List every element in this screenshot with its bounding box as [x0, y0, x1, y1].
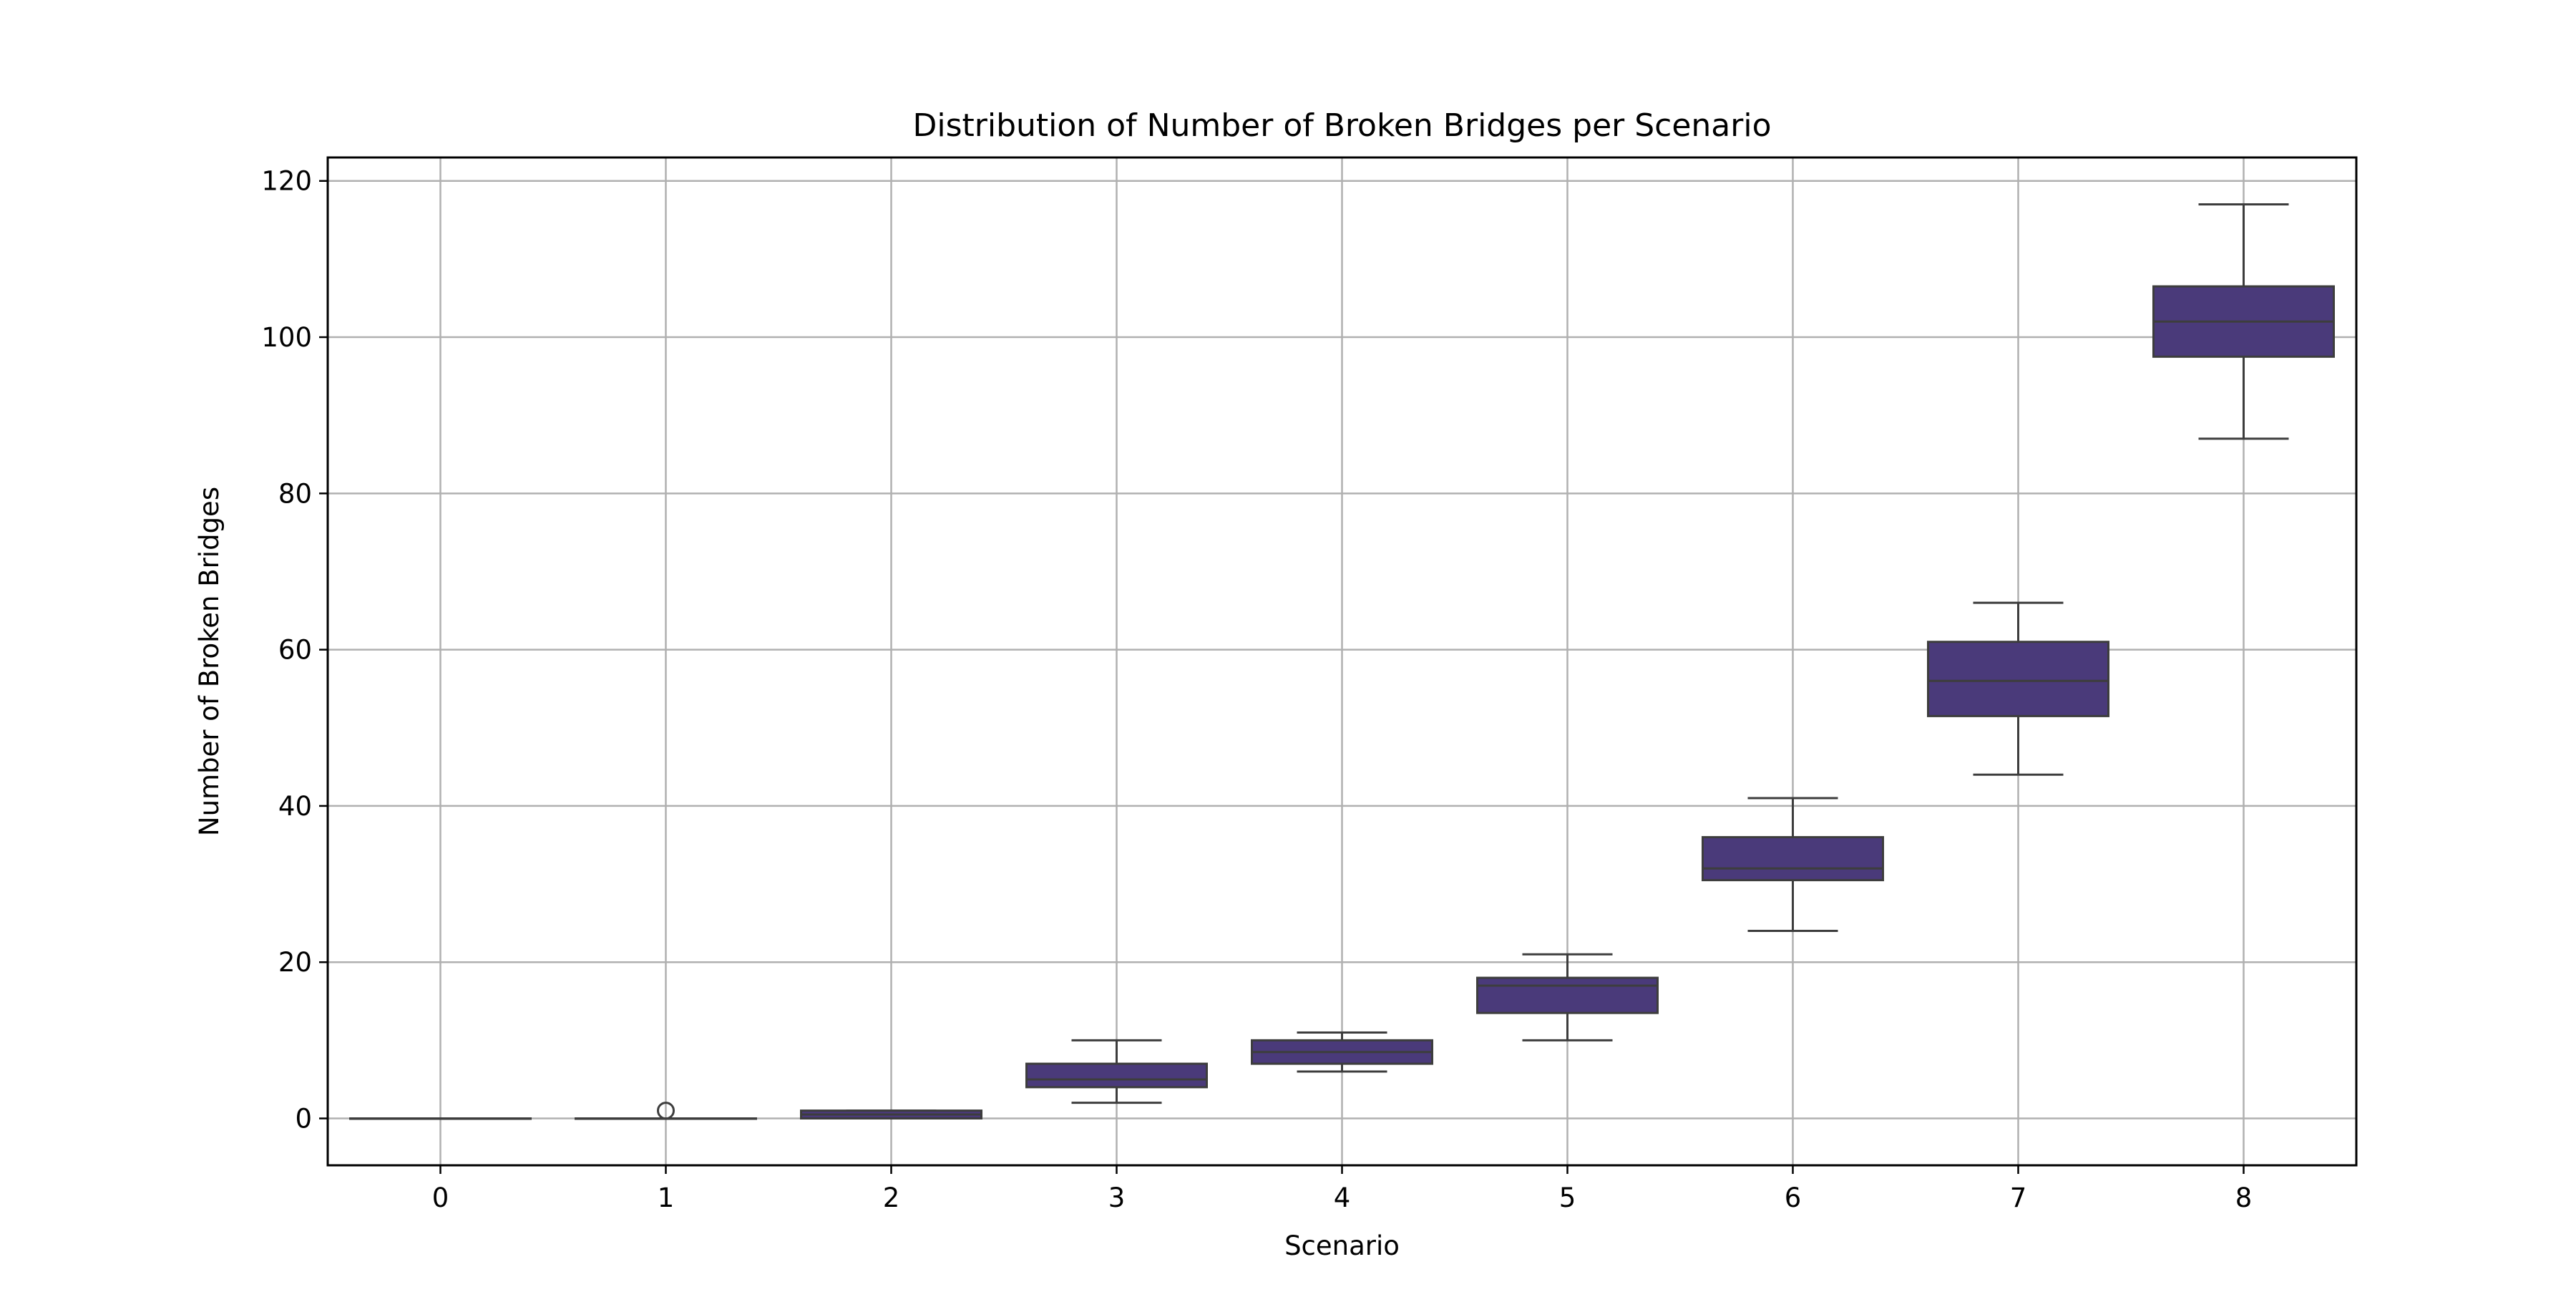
x-tick-label: 0	[432, 1182, 449, 1213]
iqr-box	[1025, 1062, 1208, 1089]
iqr-box	[1927, 641, 2109, 717]
outlier-point	[657, 1102, 675, 1120]
box-plot-3	[1025, 1039, 1208, 1104]
box-plot-4	[1251, 1031, 1433, 1073]
boxes	[349, 203, 2335, 1120]
y-tick-label: 60	[278, 635, 312, 666]
y-tick-label: 100	[261, 322, 312, 353]
y-tick-label: 120	[261, 166, 312, 197]
chart-title: Distribution of Number of Broken Bridges…	[913, 107, 1772, 144]
x-tick-label: 8	[2235, 1182, 2253, 1213]
axis-ticks: 0 20 40 60 80 100 120 0 1 2 3 4 5 6 7 8	[261, 166, 2252, 1213]
x-tick-label: 7	[2010, 1182, 2027, 1213]
grid-lines	[328, 157, 2356, 1165]
box-plot-1	[575, 1102, 757, 1120]
box-plot-5	[1476, 953, 1659, 1041]
x-tick-label: 5	[1559, 1182, 1576, 1213]
y-tick-label: 0	[295, 1104, 312, 1135]
box-plot-7	[1927, 601, 2109, 776]
x-tick-label: 1	[658, 1182, 675, 1213]
box-plot-6	[1702, 797, 1884, 933]
box-plot-2	[800, 1109, 982, 1120]
x-axis-label: Scenario	[1284, 1230, 1400, 1261]
y-tick-label: 40	[278, 791, 312, 822]
x-tick-label: 2	[883, 1182, 900, 1213]
x-tick-label: 3	[1108, 1182, 1126, 1213]
box-plot-8	[2152, 203, 2335, 440]
iqr-box	[1476, 976, 1659, 1014]
x-tick-label: 6	[1785, 1182, 1802, 1213]
x-tick-label: 4	[1334, 1182, 1351, 1213]
y-tick-label: 20	[278, 947, 312, 978]
iqr-box	[1702, 836, 1884, 882]
y-tick-label: 80	[278, 478, 312, 509]
y-axis-label: Number of Broken Bridges	[194, 487, 225, 836]
